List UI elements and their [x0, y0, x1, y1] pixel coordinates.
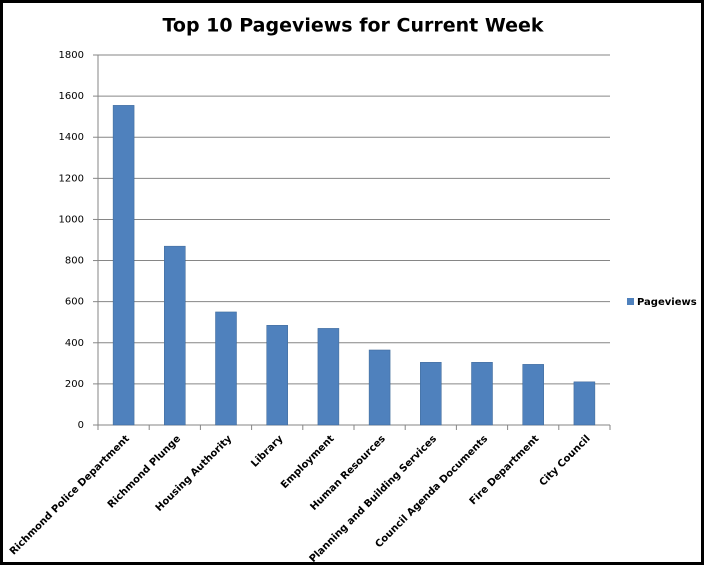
legend-swatch: [627, 298, 634, 305]
bar: [215, 311, 237, 426]
legend-label: Pageviews: [637, 297, 697, 308]
bar: [164, 245, 186, 426]
y-tick-label: 1200: [59, 173, 84, 184]
bar: [522, 364, 544, 426]
y-tick-label: 1000: [59, 214, 84, 225]
chart-title: Top 10 Pageviews for Current Week: [162, 15, 543, 37]
bar: [420, 362, 442, 426]
bar: [317, 328, 340, 426]
bar: [112, 105, 135, 426]
y-tick-label: 800: [65, 256, 84, 267]
y-tick-label: 600: [65, 297, 84, 308]
bar: [368, 349, 391, 426]
y-tick-label: 1600: [59, 91, 84, 102]
y-tick-label: 400: [65, 338, 84, 349]
bar: [266, 325, 288, 426]
bar: [573, 381, 596, 426]
bar: [471, 362, 493, 426]
y-tick-label: 0: [78, 420, 84, 431]
y-tick-label: 1400: [59, 132, 84, 143]
y-tick-label: 1800: [59, 50, 84, 61]
y-tick-label: 200: [65, 379, 84, 390]
